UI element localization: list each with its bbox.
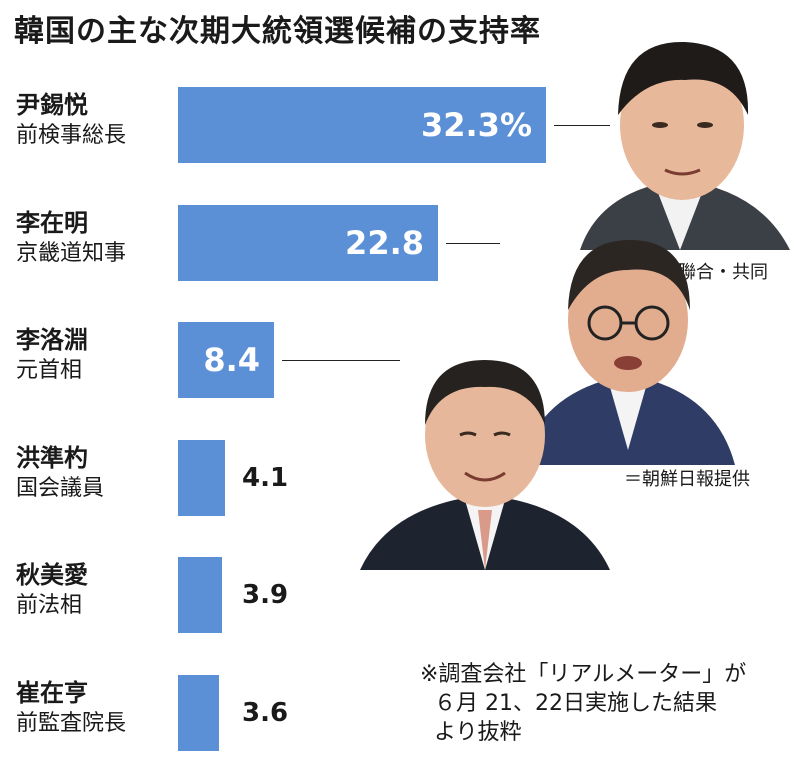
- candidate-role: 前法相: [16, 593, 83, 618]
- person-photo-icon: [560, 20, 800, 250]
- bar: [178, 675, 219, 751]
- candidate-label: 洪準杓 国会議員: [16, 442, 186, 504]
- candidate-label: 尹錫悦 前検事総長: [16, 89, 186, 151]
- leader-line: [554, 125, 610, 126]
- bar: [178, 440, 225, 516]
- candidate-name: 秋美愛: [16, 561, 88, 589]
- footnote-line: ※調査会社「リアルメーター」が: [420, 662, 747, 687]
- person-photo-icon: [360, 335, 610, 570]
- data-label: 3.9: [242, 580, 289, 610]
- leader-line: [282, 360, 400, 361]
- candidate-name: 洪準杓: [16, 444, 88, 472]
- candidate-role: 前検事総長: [16, 123, 127, 148]
- candidate-label: 李在明 京畿道知事: [16, 207, 186, 269]
- candidate-role: 京畿道知事: [16, 241, 127, 266]
- candidate-name: 李在明: [16, 209, 88, 237]
- candidate-name: 崔在亨: [16, 679, 88, 707]
- data-label: 22.8: [345, 224, 424, 262]
- leader-line: [446, 243, 500, 244]
- data-label: 32.3%: [420, 106, 532, 144]
- candidate-label: 李洛淵 元首相: [16, 324, 186, 386]
- data-label: 4.1: [242, 463, 289, 493]
- bar: [178, 322, 274, 398]
- candidate-label: 秋美愛 前法相: [16, 559, 186, 621]
- candidate-name: 李洛淵: [16, 326, 88, 354]
- candidate-role: 前監査院長: [16, 711, 127, 736]
- photo-credit-1: ＝聯合・共同: [660, 262, 768, 283]
- photo-credit-2: ＝朝鮮日報提供: [624, 469, 750, 490]
- bar: [178, 557, 222, 633]
- data-label: 8.4: [203, 341, 260, 379]
- footnote-line: ６月 21、22日実施した結果: [420, 691, 717, 716]
- footnote: ※調査会社「リアルメーター」が ６月 21、22日実施した結果 より抜粋: [420, 660, 746, 747]
- bar: [178, 205, 438, 281]
- chart-title: 韓国の主な次期大統領選候補の支持率: [14, 14, 541, 49]
- data-label: 3.6: [242, 698, 289, 728]
- person-photo-icon: [520, 215, 735, 465]
- candidate-role: 元首相: [16, 358, 83, 383]
- candidate-role: 国会議員: [16, 476, 105, 501]
- candidate-label: 崔在亨 前監査院長: [16, 677, 186, 739]
- bar: [178, 87, 546, 163]
- candidate-name: 尹錫悦: [16, 91, 88, 119]
- footnote-line: より抜粋: [420, 720, 522, 745]
